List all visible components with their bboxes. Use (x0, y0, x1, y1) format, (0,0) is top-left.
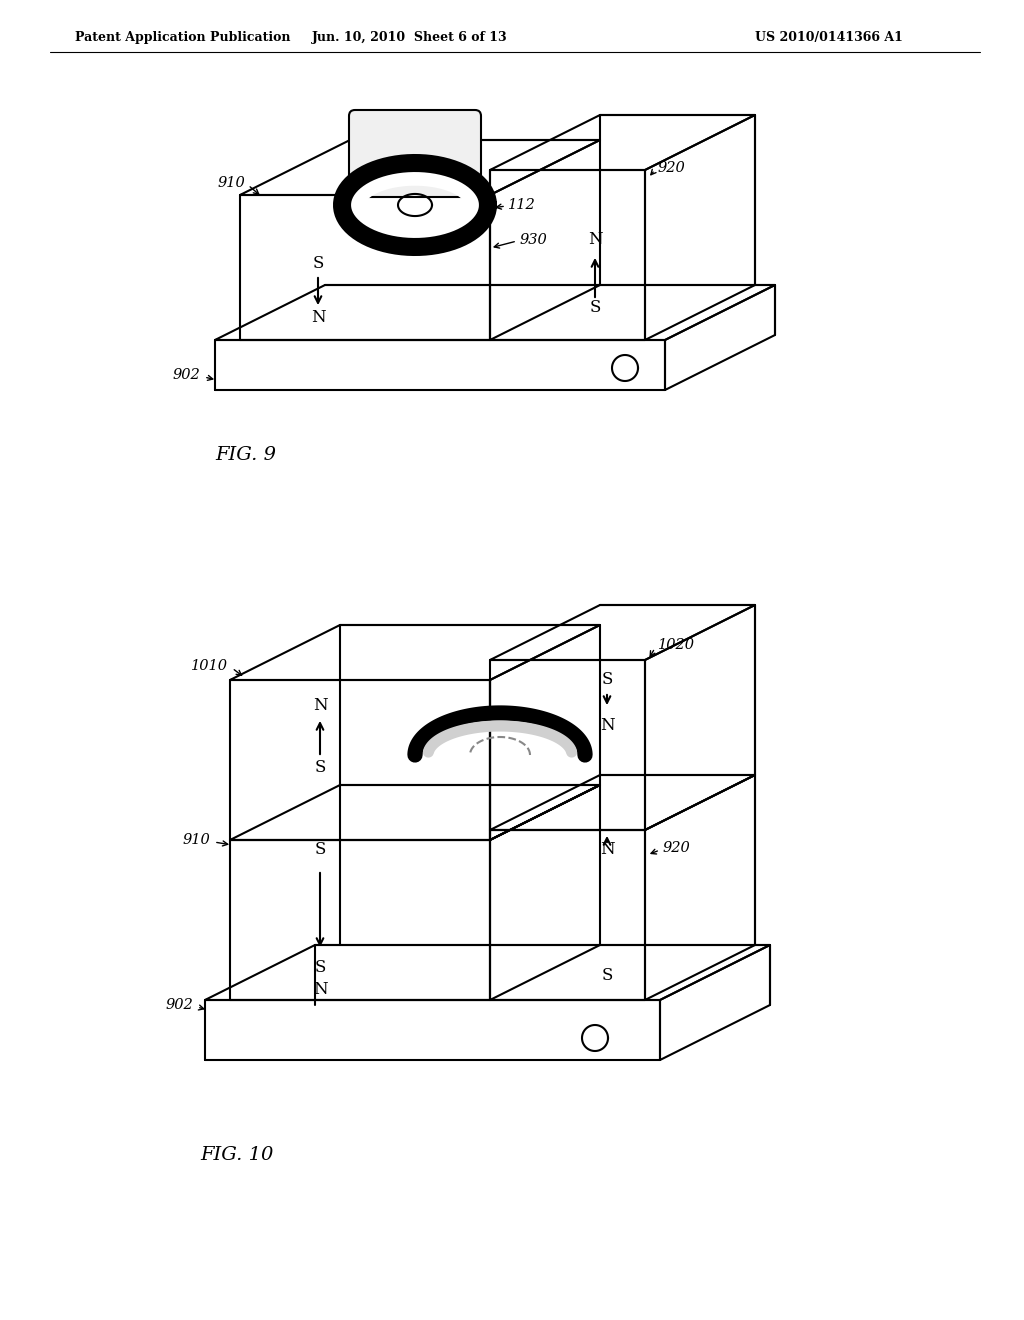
Text: N: N (600, 717, 614, 734)
Text: 1010: 1010 (191, 659, 228, 673)
Text: 910: 910 (217, 176, 245, 190)
Text: S: S (314, 960, 326, 977)
Text: N: N (312, 697, 328, 714)
Text: 1020: 1020 (658, 638, 695, 652)
Text: 910: 910 (182, 833, 210, 847)
Text: N: N (312, 982, 328, 998)
Text: S: S (601, 966, 612, 983)
Text: S: S (314, 842, 326, 858)
Text: S: S (601, 672, 612, 689)
Text: S: S (312, 255, 324, 272)
Text: N: N (588, 231, 602, 248)
FancyBboxPatch shape (349, 110, 481, 197)
Text: 902: 902 (165, 998, 193, 1012)
Text: S: S (314, 759, 326, 776)
Text: FIG. 9: FIG. 9 (215, 446, 276, 465)
Text: FIG. 10: FIG. 10 (200, 1146, 273, 1164)
Text: N: N (600, 842, 614, 858)
Text: Jun. 10, 2010  Sheet 6 of 13: Jun. 10, 2010 Sheet 6 of 13 (312, 30, 508, 44)
Text: N: N (310, 309, 326, 326)
Text: Patent Application Publication: Patent Application Publication (75, 30, 291, 44)
Text: US 2010/0141366 A1: US 2010/0141366 A1 (755, 30, 903, 44)
Text: 930: 930 (520, 234, 548, 247)
Text: 920: 920 (663, 841, 691, 855)
Text: 902: 902 (172, 368, 200, 381)
Text: S: S (590, 300, 601, 317)
Text: 920: 920 (658, 161, 686, 176)
Text: 112: 112 (508, 198, 536, 213)
